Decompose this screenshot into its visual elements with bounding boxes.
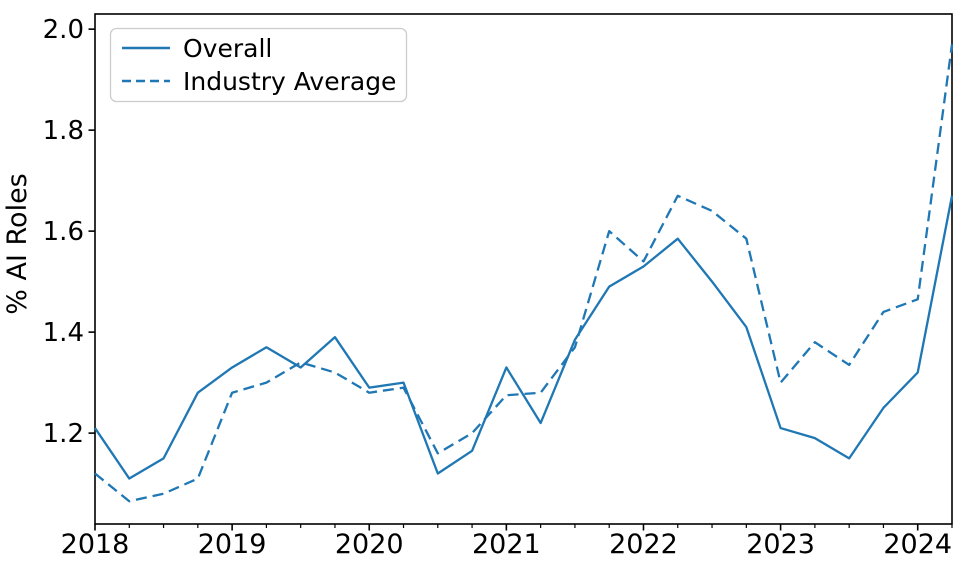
- x-tick-label: 2023: [746, 529, 815, 560]
- y-tick-label: 2.0: [43, 15, 84, 45]
- y-tick-label: 1.8: [43, 116, 84, 146]
- y-tick-label: 1.4: [43, 318, 84, 348]
- industry-average-line: [94, 44, 954, 503]
- plot-spines: [94, 13, 953, 525]
- axes-layer: 2018 2019 2020 2021 2022 2023 2024 1.2 1.4 1.6 1.8…: [43, 13, 953, 560]
- series-layer: [94, 44, 954, 503]
- x-tick-label: 2022: [609, 529, 678, 560]
- y-tick-label: 1.2: [43, 419, 84, 449]
- x-tick-label: 2020: [335, 529, 404, 560]
- y-axis-label: % AI Roles: [2, 173, 33, 315]
- x-tick-label: 2018: [61, 529, 130, 560]
- x-tick-label: 2024: [883, 529, 952, 560]
- x-tick-label: 2019: [198, 529, 267, 560]
- overall-line: [94, 195, 954, 480]
- x-tick-label: 2021: [472, 529, 541, 560]
- y-tick-label: 1.6: [43, 217, 84, 247]
- legend-label-overall: Overall: [183, 34, 272, 63]
- legend-label-industry-average: Industry Average: [183, 67, 396, 96]
- legend-box: [109, 27, 408, 103]
- legend: Overall Industry Average: [109, 27, 408, 103]
